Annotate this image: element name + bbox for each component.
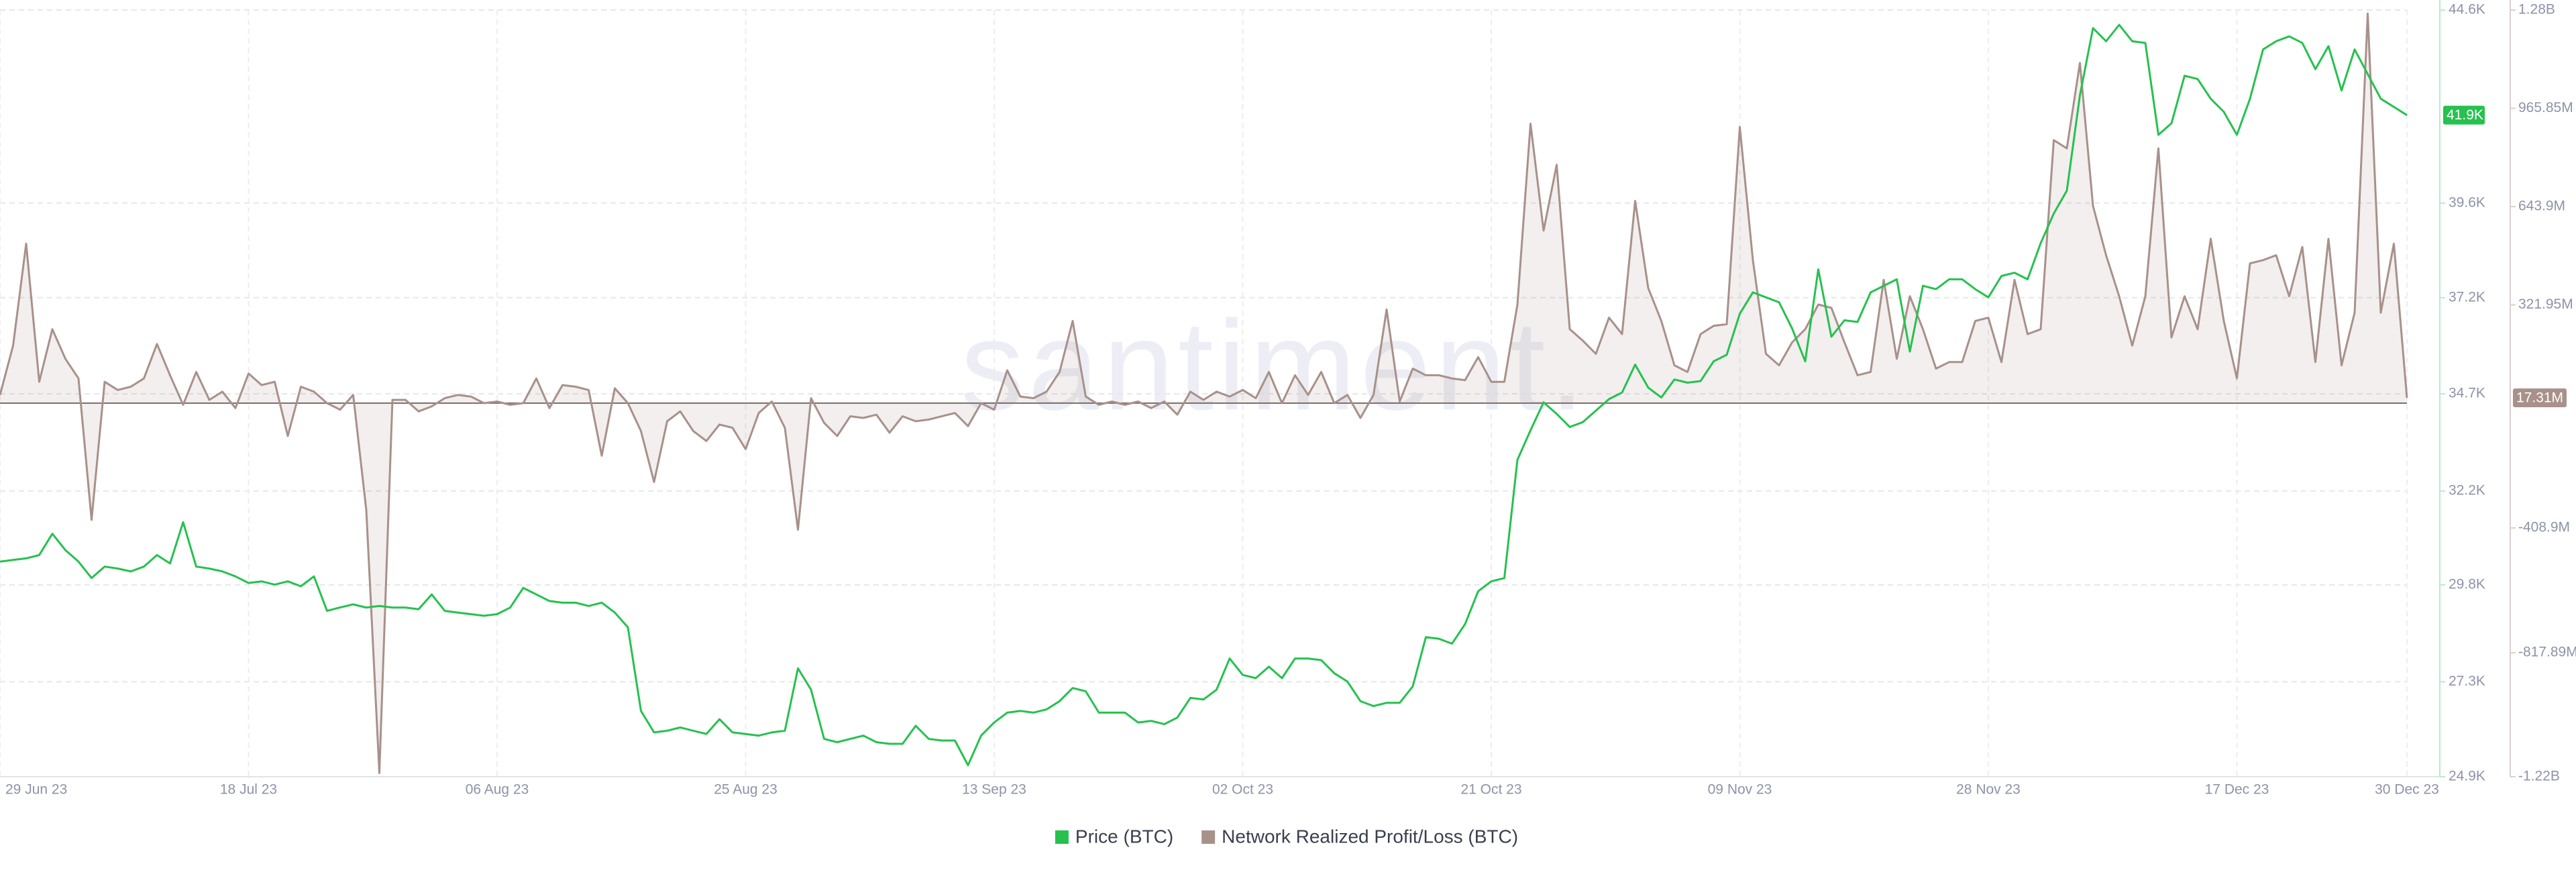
x-tick-label: 06 Aug 23: [466, 782, 529, 798]
y2-tick-label: -408.9M: [2518, 520, 2570, 535]
y-tick-label: 37.2K: [2449, 289, 2485, 305]
y2-tick-label: -1.22B: [2518, 769, 2560, 784]
x-tick-label: 29 Jun 23: [5, 782, 67, 798]
y2-tick-label: 965.85M: [2518, 100, 2573, 115]
legend-label: Price (BTC): [1075, 826, 1173, 847]
y-tick-label: 27.3K: [2449, 673, 2485, 689]
legend-swatch: [1201, 830, 1216, 844]
y-tick-label: 44.6K: [2449, 2, 2485, 17]
y-tick-label: 29.8K: [2449, 577, 2485, 592]
series-line: [0, 12, 2408, 774]
area: [0, 13, 2407, 773]
x-tick-label: 18 Jul 23: [220, 782, 277, 798]
y-tick-label: 32.2K: [2449, 483, 2485, 498]
watermark: santiment.: [961, 294, 1589, 437]
legend-label: Network Realized Profit/Loss (BTC): [1222, 826, 1518, 847]
x-tick-label: 21 Oct 23: [1460, 782, 1521, 798]
last-value-badge: 17.31M: [2513, 388, 2567, 408]
last-value-badge: 41.9K: [2443, 105, 2485, 125]
y-tick-label: 34.7K: [2449, 386, 2485, 401]
y-tick-label: 24.9K: [2449, 769, 2485, 784]
x-tick-label: 09 Nov 23: [1708, 782, 1772, 798]
y-tick-label: 39.6K: [2449, 195, 2485, 210]
x-tick-label: 13 Sep 23: [962, 782, 1026, 798]
y2-tick-label: -817.89M: [2518, 645, 2576, 660]
badge-box: [2443, 105, 2485, 125]
x-tick-label: 25 Aug 23: [714, 782, 777, 798]
badge-label: 17.31M: [2516, 390, 2563, 406]
badge-box: [2513, 388, 2567, 408]
x-tick-label: 17 Dec 23: [2205, 782, 2269, 798]
y2-tick-label: 321.95M: [2518, 296, 2573, 312]
x-tick-label: 02 Oct 23: [1212, 782, 1273, 798]
series-line: [0, 23, 2408, 767]
x-tick-label: 30 Dec 23: [2375, 782, 2439, 798]
legend: Price (BTC) Network Realized Profit/Loss …: [1055, 826, 1518, 847]
legend-swatch: [1055, 830, 1069, 844]
y2-tick-label: 643.9M: [2518, 199, 2565, 214]
badge-label: 41.9K: [2447, 107, 2483, 123]
y2-tick-label: 1.28B: [2518, 2, 2555, 17]
x-tick-label: 28 Nov 23: [1956, 782, 2021, 798]
